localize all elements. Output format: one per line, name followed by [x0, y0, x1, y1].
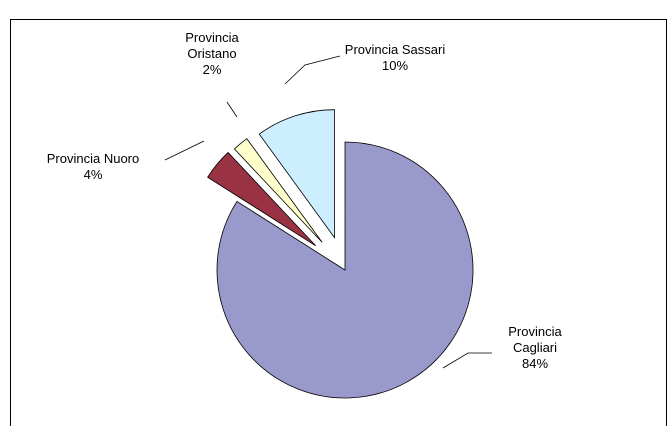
- pie-chart-svg: Provincia Cagliari 84%Provincia Nuoro 4%Pro…: [0, 0, 669, 426]
- pie-chart: Provincia Cagliari 84% Provincia Nuoro 4% Pro…: [0, 0, 669, 426]
